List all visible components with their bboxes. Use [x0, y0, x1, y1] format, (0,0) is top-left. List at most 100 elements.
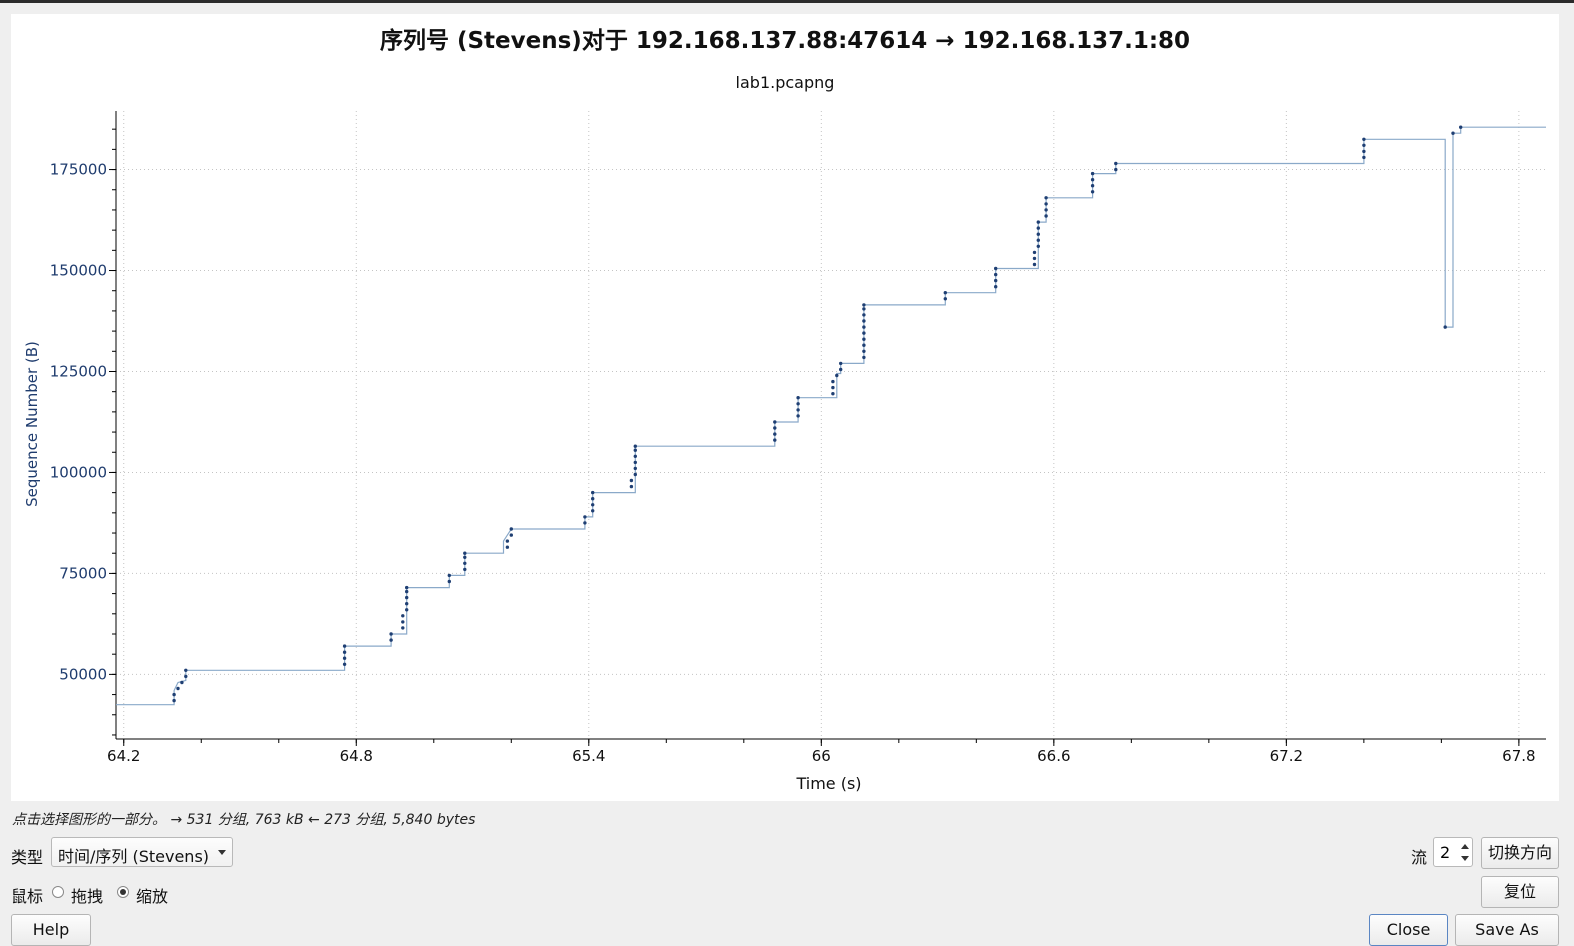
- x-tick-label: 66: [812, 747, 831, 765]
- segment-point: [1036, 226, 1041, 230]
- segment-point: [862, 355, 866, 360]
- segment-point: [447, 579, 451, 584]
- x-tick-label: 64.2: [107, 747, 140, 765]
- segment-point: [994, 278, 998, 283]
- sequence-chart[interactable]: 序列号 (Stevens)对于 192.168.137.88:47614 → 1…: [11, 14, 1559, 801]
- segment-point: [633, 466, 637, 471]
- segment-point: [633, 454, 637, 458]
- segment-point: [591, 490, 595, 495]
- segment-point: [796, 402, 800, 406]
- y-tick-label: 175000: [50, 161, 107, 179]
- x-tick-label: 64.8: [340, 747, 373, 765]
- segment-point: [509, 527, 513, 531]
- segment-point: [796, 396, 800, 400]
- segment-point: [172, 692, 176, 697]
- segment-point: [1032, 256, 1037, 261]
- segment-point: [405, 595, 409, 600]
- segment-point: [401, 620, 405, 624]
- segment-point: [184, 674, 188, 679]
- segment-point: [862, 325, 866, 329]
- segment-point: [994, 272, 998, 277]
- graph-type-value: 时间/序列 (Stevens): [58, 847, 210, 866]
- segment-point: [1362, 155, 1366, 160]
- segment-point: [1459, 125, 1463, 129]
- drag-radio[interactable]: [52, 886, 64, 898]
- segment-point: [583, 521, 587, 525]
- segment-point: [862, 349, 866, 353]
- segment-point: [629, 478, 634, 483]
- segment-point: [1044, 202, 1048, 206]
- segment-point: [463, 561, 467, 565]
- segment-point: [1362, 137, 1366, 141]
- segment-point: [1044, 196, 1048, 200]
- segment-point: [831, 379, 835, 384]
- reset-button[interactable]: 复位: [1481, 876, 1559, 908]
- segment-point: [405, 602, 409, 606]
- segment-point: [1032, 250, 1037, 255]
- segment-point: [463, 567, 467, 572]
- zoom-radio[interactable]: [117, 886, 129, 898]
- segment-point: [342, 662, 347, 666]
- segment-point: [1443, 325, 1447, 329]
- plot-panel[interactable]: 序列号 (Stevens)对于 192.168.137.88:47614 → 1…: [11, 14, 1559, 801]
- chart-title: 序列号 (Stevens)对于 192.168.137.88:47614 → 1…: [380, 27, 1190, 54]
- segment-point: [862, 313, 866, 317]
- segment-point: [862, 319, 866, 323]
- x-tick-label: 67.2: [1270, 747, 1303, 765]
- y-tick-label: 50000: [59, 665, 107, 683]
- drag-radio-label[interactable]: 拖拽: [71, 887, 104, 906]
- segment-point: [405, 589, 409, 594]
- segment-point: [994, 285, 998, 289]
- spin-up-icon[interactable]: [1461, 844, 1469, 849]
- segment-point: [773, 432, 777, 436]
- zoom-radio-label[interactable]: 缩放: [136, 887, 169, 906]
- segment-point: [342, 644, 347, 648]
- segment-point: [943, 291, 947, 295]
- segment-point: [633, 460, 637, 465]
- segment-point: [1451, 131, 1455, 135]
- segment-point: [629, 484, 634, 489]
- segment-point: [1090, 184, 1095, 188]
- segment-point: [633, 448, 637, 452]
- help-button[interactable]: Help: [11, 914, 91, 946]
- save-as-button[interactable]: Save As: [1455, 914, 1559, 946]
- y-tick-label: 75000: [59, 564, 107, 582]
- stream-spinbox[interactable]: 2: [1433, 837, 1473, 867]
- segment-point: [1114, 161, 1118, 166]
- segment-point: [389, 638, 393, 642]
- spin-down-icon[interactable]: [1461, 856, 1469, 861]
- segment-point: [1036, 244, 1041, 248]
- segment-point: [773, 420, 777, 424]
- segment-point: [172, 698, 176, 703]
- chevron-down-icon: [218, 850, 226, 855]
- segment-point: [1036, 220, 1041, 224]
- segment-point: [773, 438, 777, 442]
- tick-labels: 64.2 64.8 65.4 66 66.6 67.2 67.8 50000 75000 1000…: [50, 161, 1536, 765]
- axes: [109, 111, 1546, 746]
- segment-point: [463, 551, 467, 555]
- segment-point: [509, 533, 513, 537]
- window-top-border: [0, 0, 1574, 3]
- segment-point: [862, 303, 866, 307]
- y-tick-label: 125000: [50, 362, 107, 380]
- segment-point: [1090, 178, 1095, 182]
- segment-point: [796, 408, 800, 412]
- segment-point: [405, 608, 409, 612]
- segment-point: [862, 337, 866, 341]
- segment-point: [831, 392, 835, 396]
- sequence-step-line: [116, 126, 1546, 706]
- segment-point: [401, 626, 405, 630]
- segment-point: [994, 266, 998, 271]
- x-tick-label: 65.4: [572, 747, 605, 765]
- segment-point: [1362, 149, 1366, 154]
- graph-type-select[interactable]: 时间/序列 (Stevens): [51, 837, 233, 867]
- segment-point: [862, 331, 866, 335]
- segment-point: [1362, 143, 1366, 147]
- close-button[interactable]: Close: [1369, 914, 1448, 946]
- radio-selected-dot: [120, 889, 126, 895]
- segment-point: [583, 515, 587, 519]
- switch-direction-button[interactable]: 切换方向: [1481, 837, 1559, 869]
- status-hint: 点击选择图形的一部分。 → 531 分组, 763 kB ← 273 分组, 5…: [12, 812, 476, 828]
- segment-point: [1036, 238, 1041, 242]
- segment-point: [862, 307, 866, 311]
